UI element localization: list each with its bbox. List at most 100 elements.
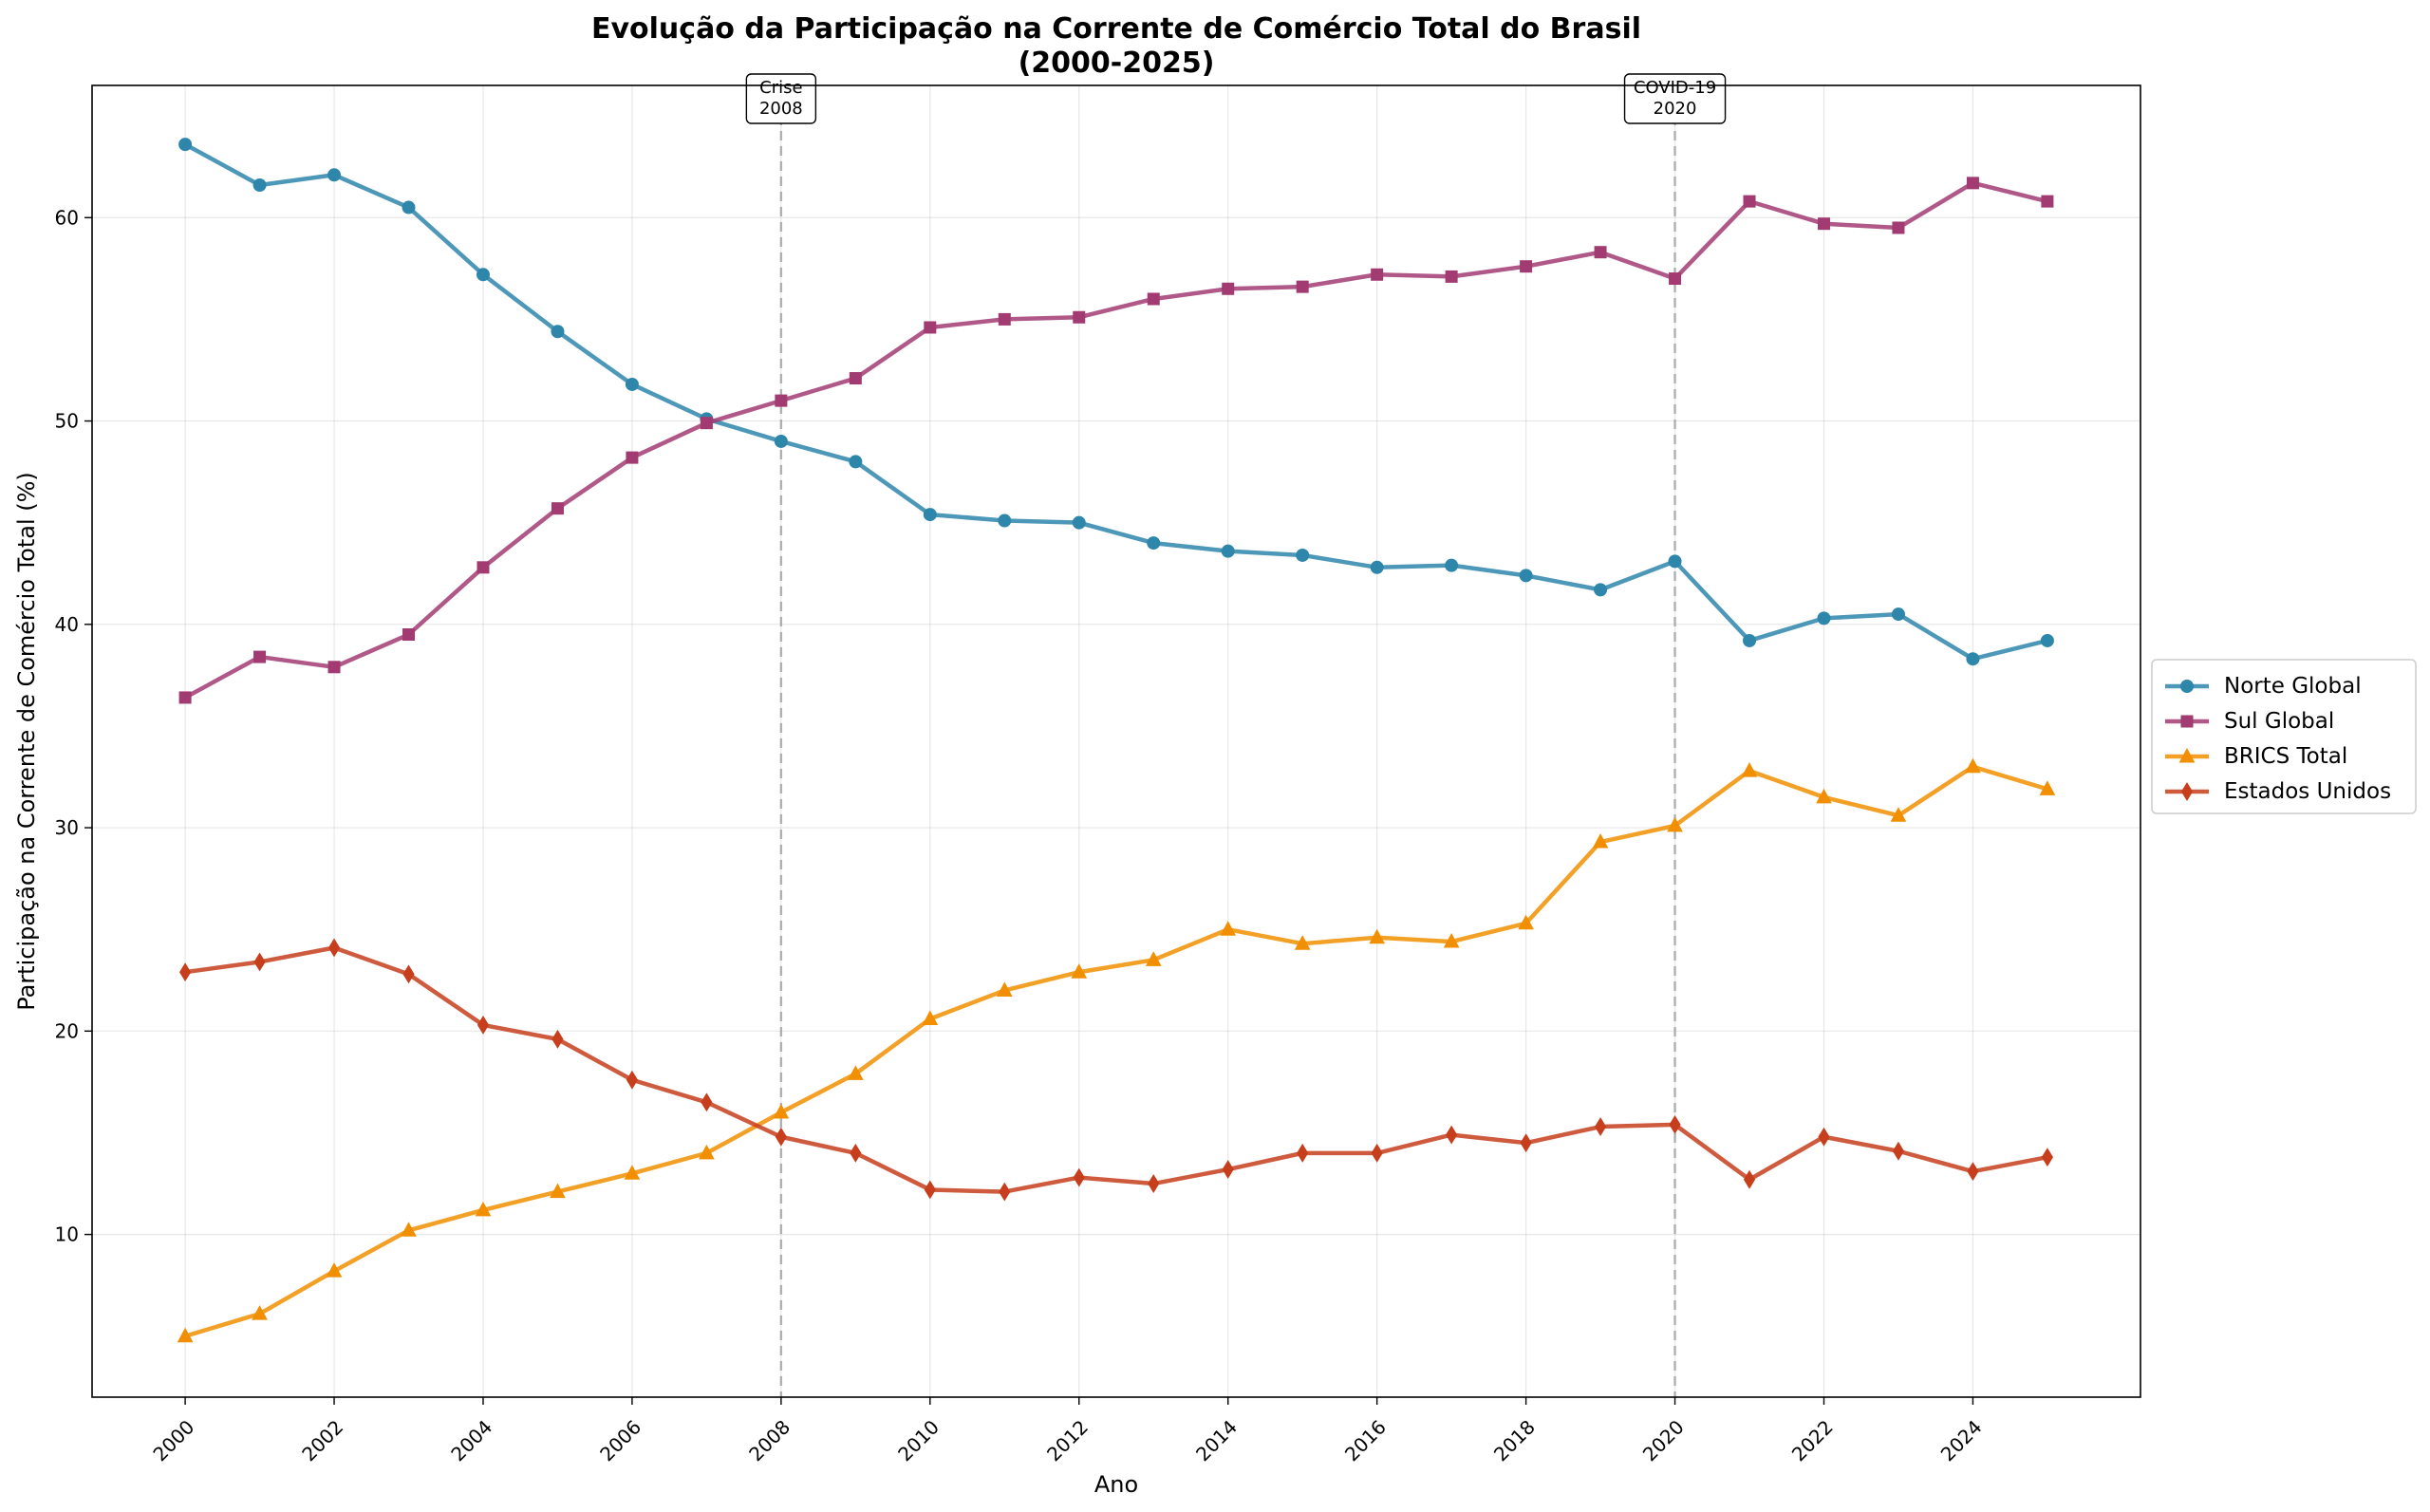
y-axis-label: Participação na Corrente de Comércio Tot… [13,472,40,1011]
annotation-label: COVID-19 [1634,78,1716,98]
data-point-sul-global [1594,246,1607,259]
data-point-sul-global [849,372,862,385]
x-tick-label: 2020 [1638,1415,1689,1465]
data-point-sul-global [551,502,564,515]
data-point-norte-global [1594,583,1608,597]
data-point-norte-global [774,434,788,448]
data-point-norte-global [1296,548,1310,562]
data-point-brics-total [1816,788,1832,804]
data-point-norte-global [1966,652,1980,666]
data-point-estados-unidos [402,964,415,984]
data-point-estados-unidos [1297,1143,1309,1163]
data-point-brics-total [624,1165,641,1180]
legend-marker [2180,715,2194,728]
data-point-estados-unidos [1594,1117,1607,1136]
data-point-brics-total [550,1183,566,1199]
data-point-estados-unidos [179,962,192,982]
x-tick-label: 2002 [297,1415,347,1465]
data-point-estados-unidos [1743,1169,1756,1189]
data-point-brics-total [1369,928,1385,944]
legend-marker [2178,747,2196,763]
data-point-sul-global [998,312,1011,326]
data-point-estados-unidos [1073,1167,1085,1187]
data-point-estados-unidos [1222,1160,1234,1179]
data-point-sul-global [477,561,490,574]
data-point-estados-unidos [253,952,266,972]
data-point-sul-global [1743,195,1756,208]
series-norte-global [178,138,2054,666]
data-point-estados-unidos [1967,1162,1979,1182]
data-point-sul-global [253,650,267,663]
data-point-estados-unidos [999,1182,1011,1202]
data-point-norte-global [178,138,193,152]
data-point-norte-global [551,325,565,339]
legend-item-sul-global: Sul Global [2165,709,2334,734]
x-tick-label: 2018 [1489,1415,1540,1465]
data-point-brics-total [1741,762,1758,777]
legend-item-brics-total: BRICS Total [2165,744,2347,769]
data-point-sul-global [1371,268,1384,281]
x-tick-label: 2000 [148,1415,198,1465]
data-point-sul-global [1296,280,1309,293]
data-point-norte-global [923,508,937,522]
data-point-estados-unidos [850,1143,862,1163]
data-point-norte-global [1519,569,1533,583]
event-lines [779,85,1676,1397]
data-point-norte-global [1891,607,1905,622]
data-point-brics-total [996,981,1013,997]
data-point-norte-global [1072,515,1086,530]
legend-label: BRICS Total [2224,744,2347,769]
data-point-norte-global [1817,611,1831,625]
data-point-sul-global [402,628,416,642]
data-point-brics-total [2039,780,2056,795]
y-tick-label: 50 [55,410,79,433]
series-line-estados-unidos [182,945,2050,1194]
data-point-estados-unidos [1892,1141,1905,1161]
data-point-sul-global [1073,310,1086,324]
data-point-brics-total [1592,833,1609,849]
data-point-sul-global [1222,282,1235,295]
data-point-sul-global [700,417,713,430]
data-point-estados-unidos [1446,1125,1458,1145]
data-point-brics-total [1071,963,1088,979]
data-point-norte-global [252,177,267,192]
data-point-sul-global [1520,260,1533,273]
annotation-year: 2008 [759,99,803,119]
data-point-norte-global [1370,560,1384,574]
data-point-brics-total [1443,932,1460,948]
series-sul-global [178,177,2054,704]
data-point-norte-global [1445,558,1459,572]
x-tick-label: 2006 [595,1415,645,1465]
data-point-brics-total [326,1262,343,1278]
series-lines [177,138,2056,1343]
annotation-box [1623,73,1727,124]
legend-label: Estados Unidos [2224,779,2391,804]
data-point-sul-global [2041,195,2054,208]
data-point-estados-unidos [327,938,341,958]
legend-frame [2151,659,2417,814]
data-point-brics-total [475,1201,492,1217]
grid [92,85,2140,1397]
plot-frame [91,84,2141,1398]
series-line-sul-global [182,180,2050,700]
data-point-estados-unidos [1520,1133,1532,1153]
data-point-estados-unidos [626,1070,639,1090]
legend-label: Sul Global [2224,709,2334,734]
data-point-brics-total [1965,757,1981,774]
annotation-year: 2020 [1654,99,1697,119]
data-point-sul-global [1669,272,1682,286]
data-point-sul-global [775,394,788,407]
x-tick-label: 2004 [446,1415,496,1465]
data-point-sul-global [178,691,192,704]
data-point-sul-global [1445,270,1458,283]
data-point-sul-global [626,451,639,464]
data-point-brics-total [773,1103,790,1119]
data-point-norte-global [1221,544,1235,558]
data-point-norte-global [998,513,1012,528]
x-axis-ticks: 2000 2002 2004 2006 2008 2010 2012 2014 2016 2018… [148,1397,1987,1465]
x-tick-label: 2022 [1787,1415,1838,1465]
x-axis-label: Ano [1094,1471,1138,1498]
